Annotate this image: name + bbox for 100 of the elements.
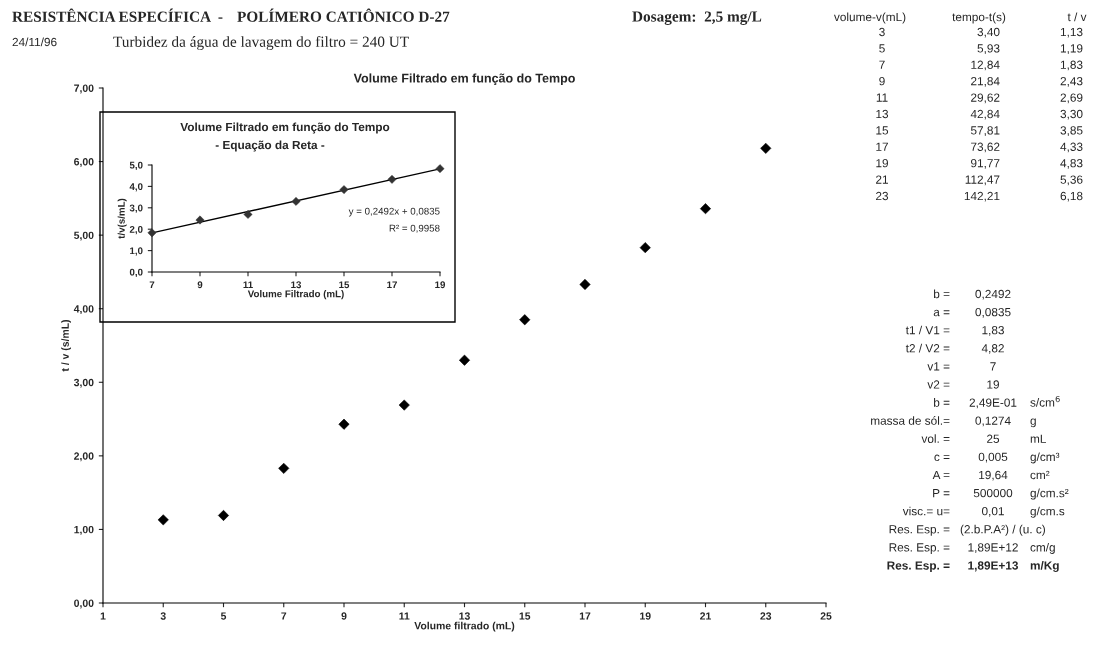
x-tick-label: 9 [341, 612, 347, 620]
text: v2 = [927, 380, 950, 389]
x-tick-label: 7 [149, 281, 155, 289]
y-tick-label: 0,0 [129, 268, 143, 278]
x-tick-label: 15 [519, 612, 531, 620]
y-tick-label: 1,0 [130, 247, 143, 256]
text: 91,77 [971, 159, 1000, 169]
text: 24/11/96 [12, 37, 57, 47]
text: 0,0835 [975, 307, 1011, 318]
x-tick-label: 9 [197, 281, 203, 289]
text: 1,19 [1060, 44, 1083, 54]
x-tick-label: 13 [291, 281, 302, 289]
text: 29,62 [971, 93, 1000, 104]
text: tempo-t(s) [952, 12, 1006, 24]
chart-subtitle: - Equação da Reta - [215, 140, 325, 152]
y-tick-label: 0,00 [74, 599, 94, 609]
text: 21 [876, 175, 888, 184]
point [218, 509, 229, 521]
x-tick-label: 7 [281, 612, 287, 620]
text: m/Kg [1030, 560, 1059, 573]
text: 11 [876, 93, 888, 102]
text: 19 [876, 159, 889, 168]
x-axis-title: Volume filtrado (mL) [414, 621, 515, 632]
text: 0,005 [978, 452, 1008, 463]
text: t2 / V2 = [905, 343, 950, 353]
text: t1 / V1 = [905, 325, 950, 335]
x-tick-label: 1 [100, 612, 106, 620]
text: 73,62 [971, 142, 1000, 153]
text: Dosagem: 2,5 mg/L [632, 11, 762, 25]
text: 2,43 [1060, 77, 1083, 87]
text: Res. Esp. = [889, 525, 950, 536]
text: (2.b.P.A²) / (u. c) [960, 524, 1045, 536]
text: cm/g [1030, 542, 1055, 554]
text: mL [1030, 434, 1047, 443]
text: g/cm³ [1030, 452, 1060, 464]
text: 112,47 [965, 175, 1000, 186]
x-tick-label: 13 [459, 612, 470, 620]
text: 9 [879, 77, 885, 86]
annotation: y = 0,2492x + 0,0835 [348, 207, 440, 217]
text: s/cm$^{6}$ [1030, 395, 1060, 407]
text: POLÍMERO CATIÔNICO D-27 [237, 8, 450, 22]
text: 7 [990, 362, 996, 371]
text: 19,64 [979, 470, 1008, 481]
y-tick-label: 4,0 [129, 183, 143, 192]
x-tick-label: 17 [387, 281, 397, 289]
text: a = [933, 309, 950, 317]
text: 142,21 [964, 191, 1000, 202]
text: 12,84 [971, 60, 1000, 71]
text: 6,18 [1060, 191, 1083, 202]
text: 5,36 [1060, 175, 1083, 186]
annotation: R² = 0,9958 [389, 224, 440, 233]
text: g/cm.s [1030, 506, 1065, 518]
text: massa de sól.= [871, 416, 950, 425]
text: A = [932, 470, 950, 480]
text: 0,01 [981, 507, 1004, 517]
y-tick-label: 1,00 [74, 525, 94, 535]
y-axis-title: t/v(s/mL) [117, 198, 127, 239]
y-axis-title: t / v (s/mL) [61, 319, 71, 372]
text: b = [934, 398, 950, 407]
x-tick-label: 11 [243, 281, 253, 289]
x-tick-label: 21 [700, 612, 711, 620]
text: 13 [876, 109, 889, 119]
text: 4,83 [1060, 159, 1083, 169]
x-tick-label: 19 [435, 281, 446, 289]
text: 3,40 [977, 27, 1000, 38]
chart-title: Volume Filtrado em função do Tempo [353, 73, 575, 86]
text: vol. = [921, 434, 950, 443]
y-tick-label: 3,0 [129, 204, 143, 213]
text: 1,13 [1060, 27, 1083, 38]
text: 3,30 [1060, 109, 1083, 120]
text: visc.= u= [902, 506, 950, 516]
text: 0,2492 [975, 289, 1011, 300]
text: 1,83 [1060, 60, 1083, 71]
y-tick-label: 5,00 [74, 231, 94, 241]
text: 2,49E-01 [969, 398, 1017, 409]
y-tick-label: 2,00 [74, 452, 94, 462]
text: 7 [879, 60, 885, 69]
text: Res. Esp. = [887, 561, 950, 572]
text: g [1030, 418, 1036, 428]
text: t / v [1067, 12, 1087, 22]
text: 5 [879, 44, 885, 53]
y-tick-label: 6,00 [74, 158, 94, 167]
text: 4,33 [1060, 142, 1083, 153]
x-tick-label: 5 [220, 612, 227, 620]
text: 500000 [973, 488, 1013, 498]
y-tick-label: 7,00 [74, 84, 94, 94]
x-tick-label: 11 [399, 612, 410, 620]
y-tick-label: 2,0 [129, 225, 143, 235]
text: g/cm.s² [1030, 488, 1069, 500]
chart-title: Volume Filtrado em função do Tempo [180, 122, 390, 134]
text: Turbidez da água de lavagem do filtro = 240 UT [113, 35, 409, 51]
y-tick-label: 3,00 [73, 378, 94, 388]
x-tick-label: 23 [760, 612, 772, 620]
y-tick-label: 4,00 [73, 305, 94, 315]
x-tick-label: 15 [339, 281, 350, 289]
text: 0,1274 [975, 416, 1011, 427]
text: 57,81 [970, 126, 1000, 136]
text: 4,82 [981, 344, 1004, 354]
text: 3,85 [1060, 126, 1083, 136]
text: 1,89E+13 [968, 561, 1019, 572]
